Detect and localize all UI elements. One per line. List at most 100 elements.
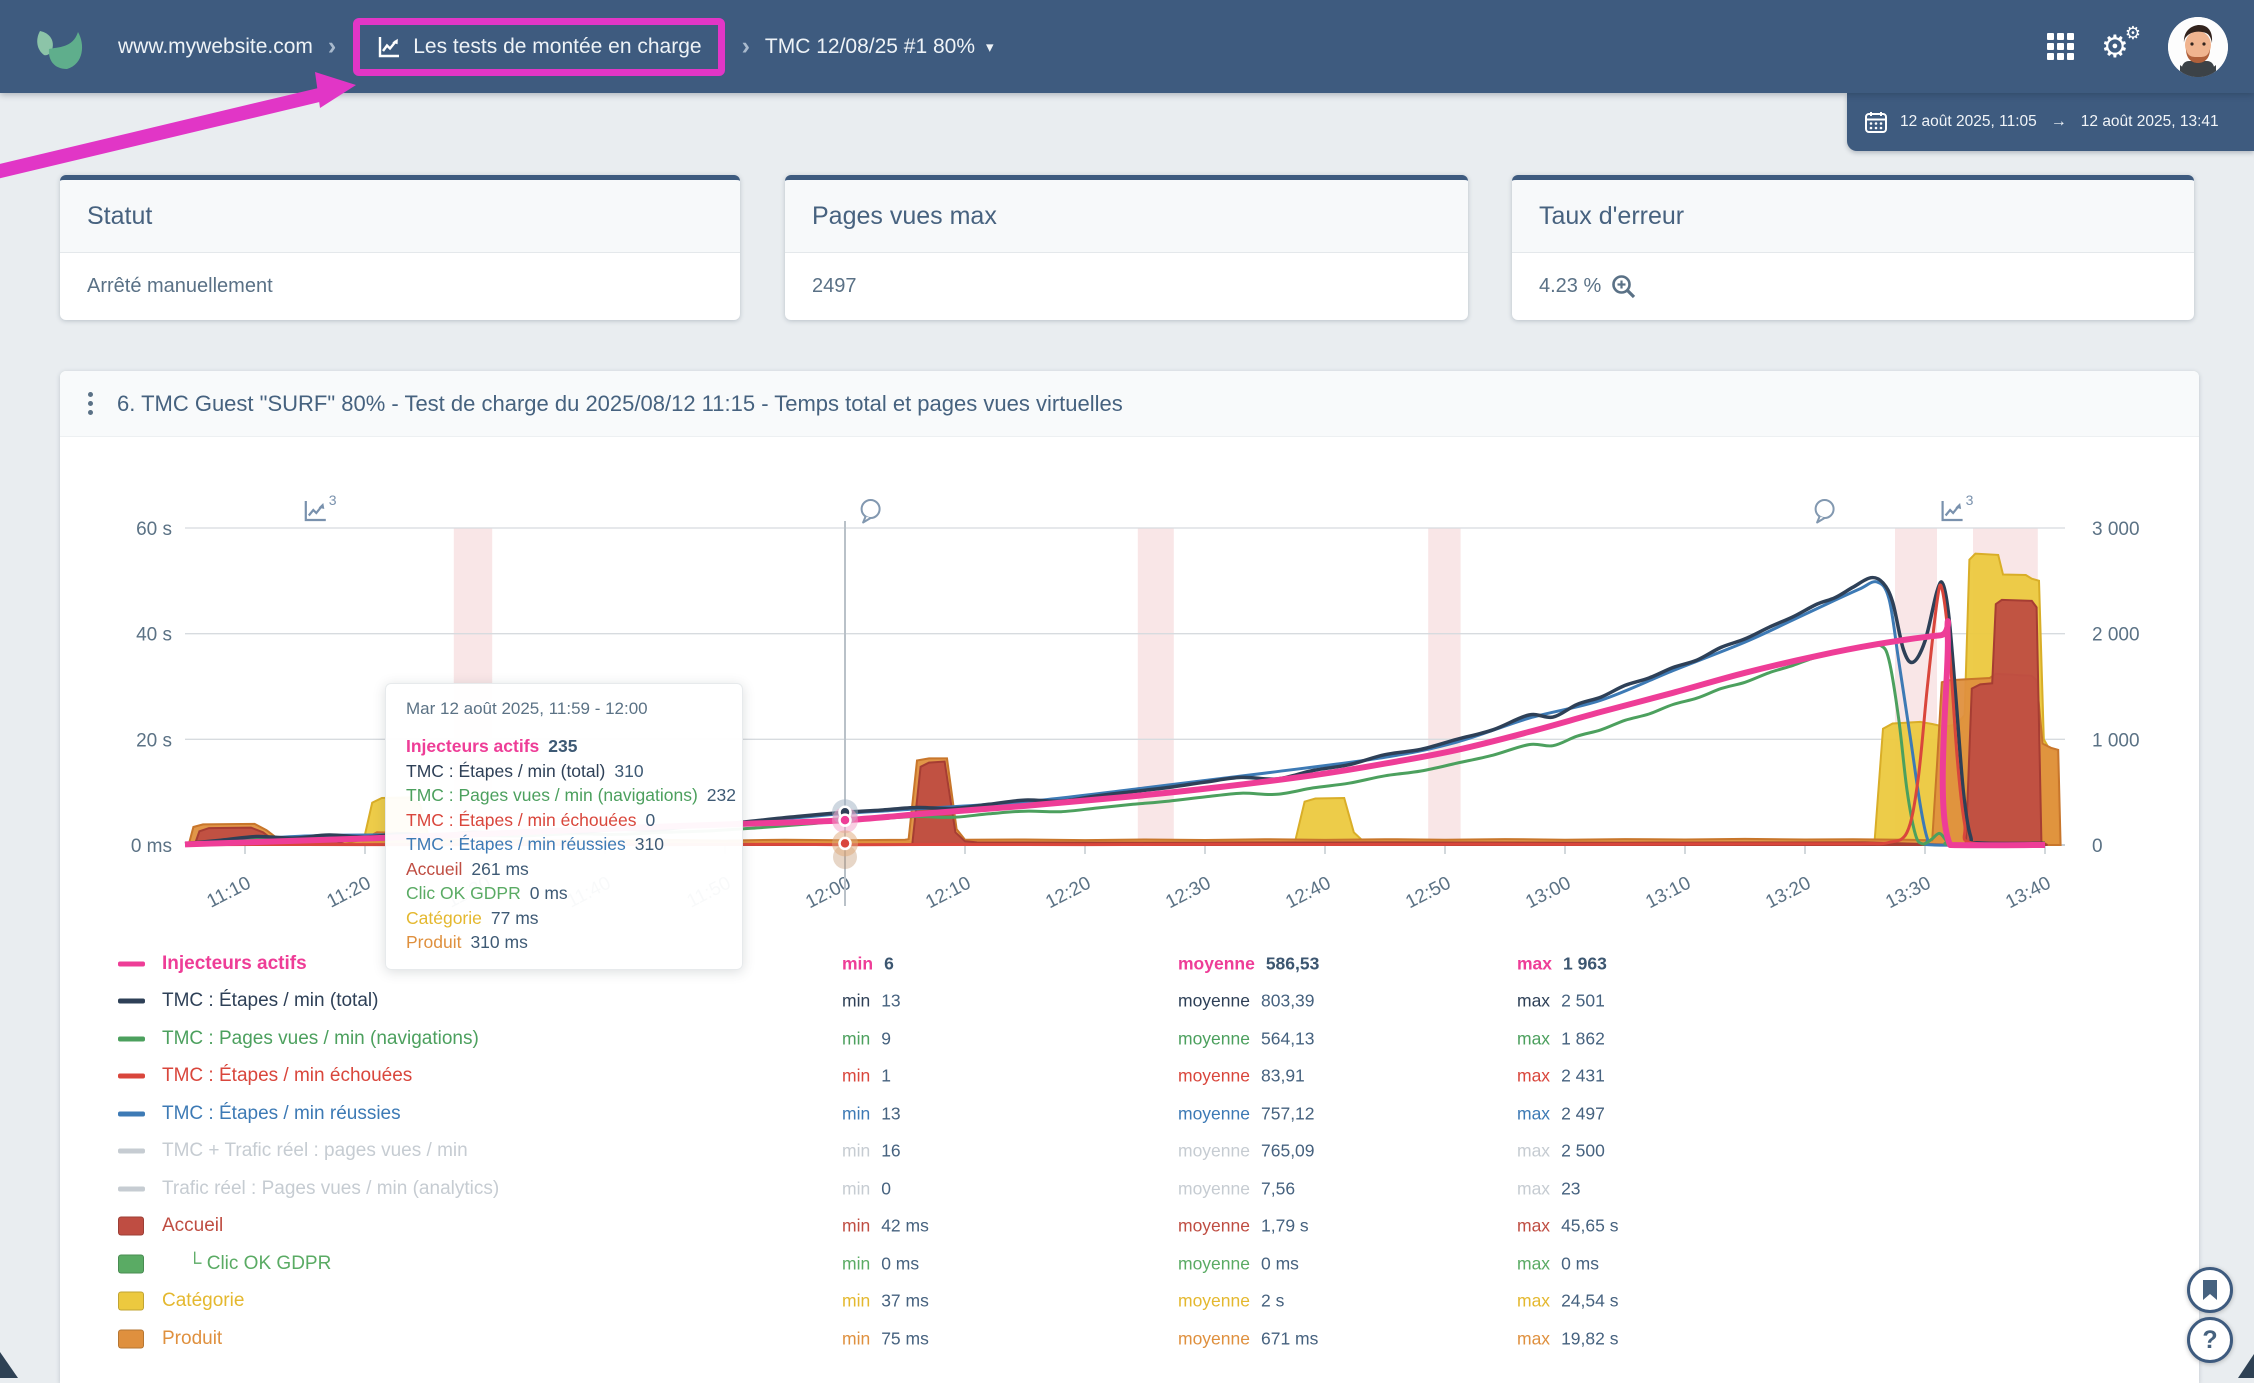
legend-row[interactable]: TMC + Trafic réel : pages vues / min min 1… [60, 1133, 2199, 1171]
legend-stat-min: min 16 [842, 1141, 901, 1162]
tooltip-row-value: 77 ms [490, 907, 539, 928]
tooltip-row: TMC : Étapes / min réussies 310 [406, 832, 722, 857]
legend-label: Trafic réel : Pages vues / min (analytic… [162, 1177, 500, 1199]
incident-band [1973, 528, 2038, 845]
stat-key: moyenne [1178, 1103, 1250, 1124]
legend-stat-min: min 13 [842, 1103, 901, 1124]
stat-key: moyenne [1178, 990, 1250, 1011]
tooltip-row-value: 0 [645, 809, 656, 830]
breadcrumb-section-highlighted[interactable]: Les tests de montée en charge [353, 17, 725, 76]
tooltip-row: Clic OK GDPR 0 ms [406, 881, 722, 906]
stat-key: min [842, 1140, 871, 1161]
breadcrumb-site[interactable]: www.mywebsite.com [118, 34, 313, 58]
legend-box-swatch [118, 1216, 144, 1236]
legend-row[interactable]: Catégorie min 37 ms moyenne 2 s max 24,54 s [60, 1283, 2199, 1321]
zoom-in-icon[interactable] [1611, 274, 1636, 299]
stat-key: max [1517, 990, 1551, 1011]
legend-row[interactable]: └ Clic OK GDPR min 0 ms moyenne 0 ms max 0 ms [60, 1245, 2199, 1283]
calendar-icon [1865, 112, 1887, 133]
legend-row[interactable]: Produit min 75 ms moyenne 671 ms max 19,82 s [60, 1320, 2199, 1358]
legend-line-swatch [118, 1036, 145, 1042]
legend-line-swatch [118, 1073, 145, 1079]
tooltip-row: TMC : Pages vues / min (navigations) 232 [406, 783, 736, 808]
stat-key: max [1517, 1290, 1551, 1311]
legend-stat-moyenne: moyenne 1,79 s [1178, 1216, 1309, 1237]
tooltip-row-value: 310 ms [470, 932, 528, 952]
help-button[interactable]: ? [2187, 1317, 2233, 1363]
legend-label: TMC : Pages vues / min (navigations) [162, 1027, 479, 1049]
stat-key: min [842, 1215, 871, 1236]
x-tick-label: 12:30 [1162, 873, 1214, 913]
stat-key: min [842, 1178, 871, 1199]
legend-stat-moyenne: moyenne 83,91 [1178, 1066, 1305, 1087]
legend-stat-moyenne: moyenne 671 ms [1178, 1328, 1318, 1349]
annotation-bubble-icon[interactable] [860, 499, 881, 524]
hover-halo [832, 830, 858, 857]
stat-value: 2 501 [1561, 990, 1605, 1011]
annotation-chart-icon[interactable]: 3 [1941, 492, 1974, 522]
stat-value: 83,91 [1261, 1065, 1305, 1086]
x-tick-label: 13:20 [1762, 873, 1814, 913]
bottom-left-corner [0, 1352, 18, 1378]
legend-row[interactable]: TMC : Étapes / min réussies min 13 moyenne 7… [60, 1095, 2199, 1133]
apps-grid-icon[interactable] [2047, 33, 2074, 60]
load-test-chart[interactable]: 11:1011:2011:3011:4011:5012:0012:1012:20… [60, 371, 2199, 971]
tooltip-row: Accueil 261 ms [406, 857, 722, 882]
legend-label: Produit [162, 1327, 223, 1349]
stat-key: max [1517, 1215, 1551, 1236]
chevron-right-icon: › [741, 32, 750, 60]
date-range-picker[interactable]: 12 août 2025, 11:05 → 12 août 2025, 13:4… [1847, 93, 2254, 151]
card-pages-vues-max-title: Pages vues max [785, 180, 1468, 253]
tooltip-row: Produit 310 ms [406, 930, 722, 955]
legend-row[interactable]: Trafic réel : Pages vues / min (analytic… [60, 1170, 2199, 1208]
stat-value: 671 ms [1261, 1328, 1319, 1349]
stat-value: 13 [881, 990, 901, 1011]
legend-label: TMC : Étapes / min échouées [162, 1065, 413, 1087]
stat-key: max [1517, 1140, 1551, 1161]
y-right-label: 1 000 [2092, 730, 2140, 751]
annotation-chart-icon[interactable]: 3 [304, 492, 337, 522]
bookmark-button[interactable] [2187, 1267, 2233, 1313]
stat-value: 7,56 [1261, 1178, 1296, 1199]
tooltip-row-label: Produit [406, 932, 462, 952]
settings-gears-icon[interactable]: ⚙ ⚙ [2101, 22, 2141, 65]
stat-value: 2 497 [1561, 1103, 1605, 1124]
kebab-menu-icon[interactable] [84, 388, 97, 419]
stat-value: 1 963 [1563, 953, 1607, 974]
breadcrumb-run-label: TMC 12/08/25 #1 80% [764, 34, 976, 58]
x-tick-label: 13:30 [1882, 873, 1934, 913]
legend-label: TMC + Trafic réel : pages vues / min [162, 1140, 468, 1162]
stat-key: moyenne [1178, 953, 1255, 974]
tooltip-row-value: 235 [548, 736, 578, 756]
stat-value: 564,13 [1261, 1028, 1315, 1049]
stat-key: moyenne [1178, 1328, 1250, 1349]
legend-stat-max: max 1 862 [1517, 1028, 1605, 1049]
legend-row[interactable]: TMC : Pages vues / min (navigations) min 9… [60, 1020, 2199, 1058]
annotation-bubble-icon[interactable] [1814, 499, 1835, 524]
breadcrumb-run-selector[interactable]: TMC 12/08/25 #1 80% ▾ [765, 35, 994, 59]
legend-row[interactable]: Injecteurs actifs min 6 moyenne 586,53 max 1 9… [60, 945, 2199, 983]
legend-stat-max: max 24,54 s [1517, 1291, 1618, 1312]
chart-legend: Injecteurs actifs min 6 moyenne 586,53 max 1 9… [60, 945, 2199, 1358]
stat-value: 75 ms [881, 1328, 929, 1349]
legend-stat-min: min 0 [842, 1178, 891, 1199]
stat-value: 16 [881, 1140, 901, 1161]
legend-stat-min: min 37 ms [842, 1291, 929, 1312]
line-chart-icon [379, 36, 400, 57]
breadcrumb: www.mywebsite.com › Les tests de montée … [118, 17, 994, 76]
stat-value: 37 ms [881, 1290, 929, 1311]
question-mark-icon: ? [2202, 1325, 2218, 1354]
legend-stat-min: min 1 [842, 1066, 891, 1087]
stat-value: 2 431 [1561, 1065, 1605, 1086]
legend-row[interactable]: TMC : Étapes / min (total) min 13 moyenne 80… [60, 983, 2199, 1021]
stat-key: min [842, 1328, 871, 1349]
legend-stat-min: min 42 ms [842, 1216, 929, 1237]
app-logo-icon[interactable] [34, 21, 92, 73]
legend-row[interactable]: TMC : Étapes / min échouées min 1 moyenne 83… [60, 1058, 2199, 1096]
hover-marker [838, 813, 852, 827]
stat-key: max [1517, 1178, 1551, 1199]
legend-row[interactable]: Accueil min 42 ms moyenne 1,79 s max 45,65 s [60, 1208, 2199, 1246]
stat-key: min [842, 1253, 871, 1274]
user-avatar[interactable] [2168, 16, 2228, 77]
legend-stat-min: min 0 ms [842, 1253, 919, 1274]
